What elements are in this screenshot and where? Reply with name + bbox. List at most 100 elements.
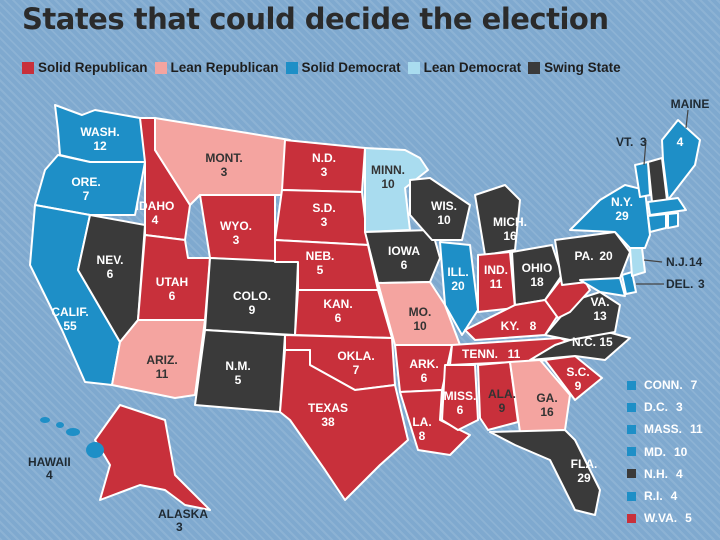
- label-nj-votes: 14: [689, 255, 703, 269]
- legend-label: Solid Democrat: [301, 60, 401, 75]
- label-mn-name: MINN.: [371, 163, 405, 177]
- label-tn-votes: 11: [508, 347, 521, 361]
- state-la[interactable]: [399, 389, 471, 456]
- state-me[interactable]: [661, 119, 701, 201]
- label-hi-votes: 4: [46, 468, 53, 482]
- label-nj-name: N.J.: [666, 255, 688, 269]
- small-state-swatch: [627, 469, 636, 479]
- small-state-label: MD.: [644, 444, 666, 459]
- small-state-swatch: [627, 380, 636, 390]
- vt-leader-line: [643, 139, 647, 166]
- state-ny[interactable]: [569, 184, 651, 249]
- label-va-name: VA.: [590, 295, 609, 309]
- state-nc[interactable]: [529, 329, 631, 361]
- small-state-swatch: [627, 447, 636, 457]
- small-state-swatch: [627, 513, 636, 523]
- state-nj[interactable]: [629, 247, 646, 277]
- label-mt-name: MONT.: [205, 151, 242, 165]
- label-ne-name: NEB.: [306, 249, 335, 263]
- label-ok-votes: 7: [353, 363, 360, 377]
- small-state-votes: 11: [690, 422, 703, 437]
- state-mi[interactable]: [474, 184, 521, 256]
- label-ar-votes: 6: [421, 371, 428, 385]
- state-or[interactable]: [34, 154, 146, 216]
- small-state-row: R.I. 4: [627, 485, 720, 507]
- small-state-label: CONN.: [644, 378, 683, 393]
- legend-swatch: [154, 61, 167, 74]
- label-vt-name: VT.: [616, 135, 633, 149]
- label-id-name: IDAHO: [136, 199, 175, 213]
- label-co-votes: 9: [249, 303, 256, 317]
- label-fl-name: FLA.: [571, 457, 598, 471]
- state-de[interactable]: [621, 271, 637, 295]
- legend-item-lean-democrat: Lean Democrat: [407, 60, 521, 75]
- label-ut-name: UTAH: [156, 275, 188, 289]
- label-in-votes: 11: [490, 277, 503, 291]
- label-la-votes: 8: [419, 429, 426, 443]
- state-tx[interactable]: [279, 349, 409, 501]
- label-vt-votes: 3: [640, 135, 647, 149]
- label-sc-name: S.C.: [566, 365, 589, 379]
- state-ma[interactable]: [647, 197, 687, 216]
- label-wi-votes: 10: [437, 213, 451, 227]
- state-hi[interactable]: [40, 417, 104, 458]
- label-wa-name: WASH.: [80, 125, 119, 139]
- label-nv-name: NEV.: [97, 253, 124, 267]
- label-ak-votes: 3: [176, 520, 183, 534]
- label-il-name: ILL.: [447, 265, 468, 279]
- state-ak[interactable]: [94, 404, 211, 511]
- label-va-votes: 13: [593, 309, 607, 323]
- legend-swatch: [22, 61, 34, 74]
- label-nm-votes: 5: [235, 373, 242, 387]
- label-nm-name: N.M.: [225, 359, 250, 373]
- label-nc-votes: 15: [599, 335, 613, 349]
- label-wy-name: WYO.: [220, 219, 252, 233]
- label-nc-name: N.C.: [572, 335, 596, 349]
- label-co-name: COLO.: [233, 289, 271, 303]
- small-state-votes: 4: [676, 466, 683, 481]
- label-ca-votes: 55: [63, 319, 77, 333]
- label-hi-name: HAWAII: [28, 455, 71, 469]
- legend-label: Swing State: [544, 60, 621, 75]
- label-la-name: LA.: [412, 415, 431, 429]
- label-ut-votes: 6: [169, 289, 176, 303]
- label-wi-name: WIS.: [431, 199, 457, 213]
- label-in-name: IND.: [484, 263, 508, 277]
- label-tn-name: TENN.: [462, 347, 498, 361]
- state-pa[interactable]: [554, 231, 631, 286]
- small-state-votes: 5: [685, 511, 692, 526]
- legend-swatch: [407, 61, 420, 74]
- label-al-votes: 9: [499, 401, 506, 415]
- label-ny-votes: 29: [615, 209, 629, 223]
- state-ia[interactable]: [364, 229, 441, 284]
- label-mo-votes: 10: [413, 319, 427, 333]
- state-wi[interactable]: [409, 177, 471, 241]
- small-state-row: N.H. 4: [627, 463, 720, 485]
- state-ms[interactable]: [441, 364, 479, 431]
- legend-swatch: [285, 61, 298, 74]
- label-al-name: ALA.: [488, 387, 516, 401]
- label-me-name: MAINE: [671, 97, 710, 111]
- label-ky-votes: 8: [530, 319, 537, 333]
- label-id-votes: 4: [152, 213, 159, 227]
- label-ga-votes: 16: [540, 405, 554, 419]
- state-il[interactable]: [439, 241, 479, 336]
- legend-label: Lean Republican: [170, 60, 279, 75]
- state-ri[interactable]: [667, 212, 679, 229]
- state-ct[interactable]: [647, 213, 667, 233]
- label-az-votes: 11: [156, 367, 169, 381]
- hawaii-island: [56, 422, 64, 428]
- label-oh-votes: 18: [530, 275, 544, 289]
- state-fl[interactable]: [489, 429, 601, 516]
- small-state-label: W.VA.: [644, 511, 678, 526]
- small-state-row: D.C. 3: [627, 396, 720, 418]
- legend: Solid Republican Lean Republican Solid D…: [22, 60, 621, 75]
- label-sd-name: S.D.: [312, 201, 335, 215]
- small-state-label: R.I.: [644, 489, 663, 504]
- small-state-votes: 4: [670, 489, 678, 504]
- state-md[interactable]: [579, 277, 626, 297]
- label-ms-name: MISS.: [444, 389, 477, 403]
- state-al[interactable]: [477, 361, 519, 431]
- state-mo[interactable]: [377, 281, 461, 346]
